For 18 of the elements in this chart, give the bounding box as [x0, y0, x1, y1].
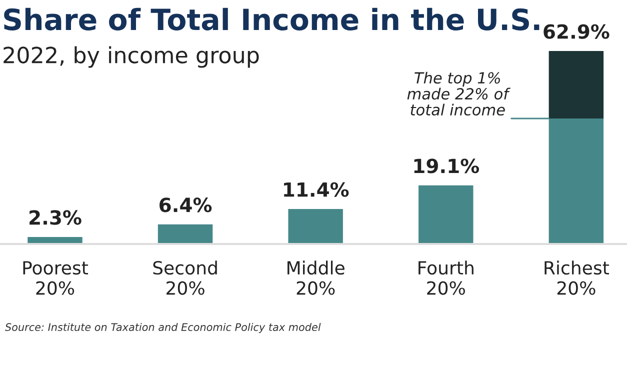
data-label: 11.4%: [284, 182, 349, 197]
x-tick-label: Second 20%: [153, 260, 217, 295]
data-label: 2.3%: [30, 210, 82, 225]
data-label: The top 1% made 22% of total income: [407, 72, 510, 116]
chart-subtitle: 2022, by income group: [4, 46, 259, 68]
total-label: 62.9%: [544, 24, 610, 39]
bar: [548, 51, 604, 119]
bar: [158, 224, 213, 244]
x-tick-label: Richest 20%: [544, 260, 610, 295]
data-label: 19.1%: [414, 158, 479, 174]
bar: [288, 209, 343, 244]
source-note: Source: Institute on Taxation and Economic Policy tax model: [5, 322, 321, 334]
x-tick-label: Middle 20%: [288, 260, 344, 295]
bar: [418, 185, 474, 244]
data-label: 6.4%: [160, 198, 212, 212]
x-tick-label: Poorest 20%: [23, 261, 88, 295]
chart-title: Share of Total Income in the U.S.: [4, 8, 540, 30]
x-tick-label: Fourth 20%: [418, 260, 474, 295]
